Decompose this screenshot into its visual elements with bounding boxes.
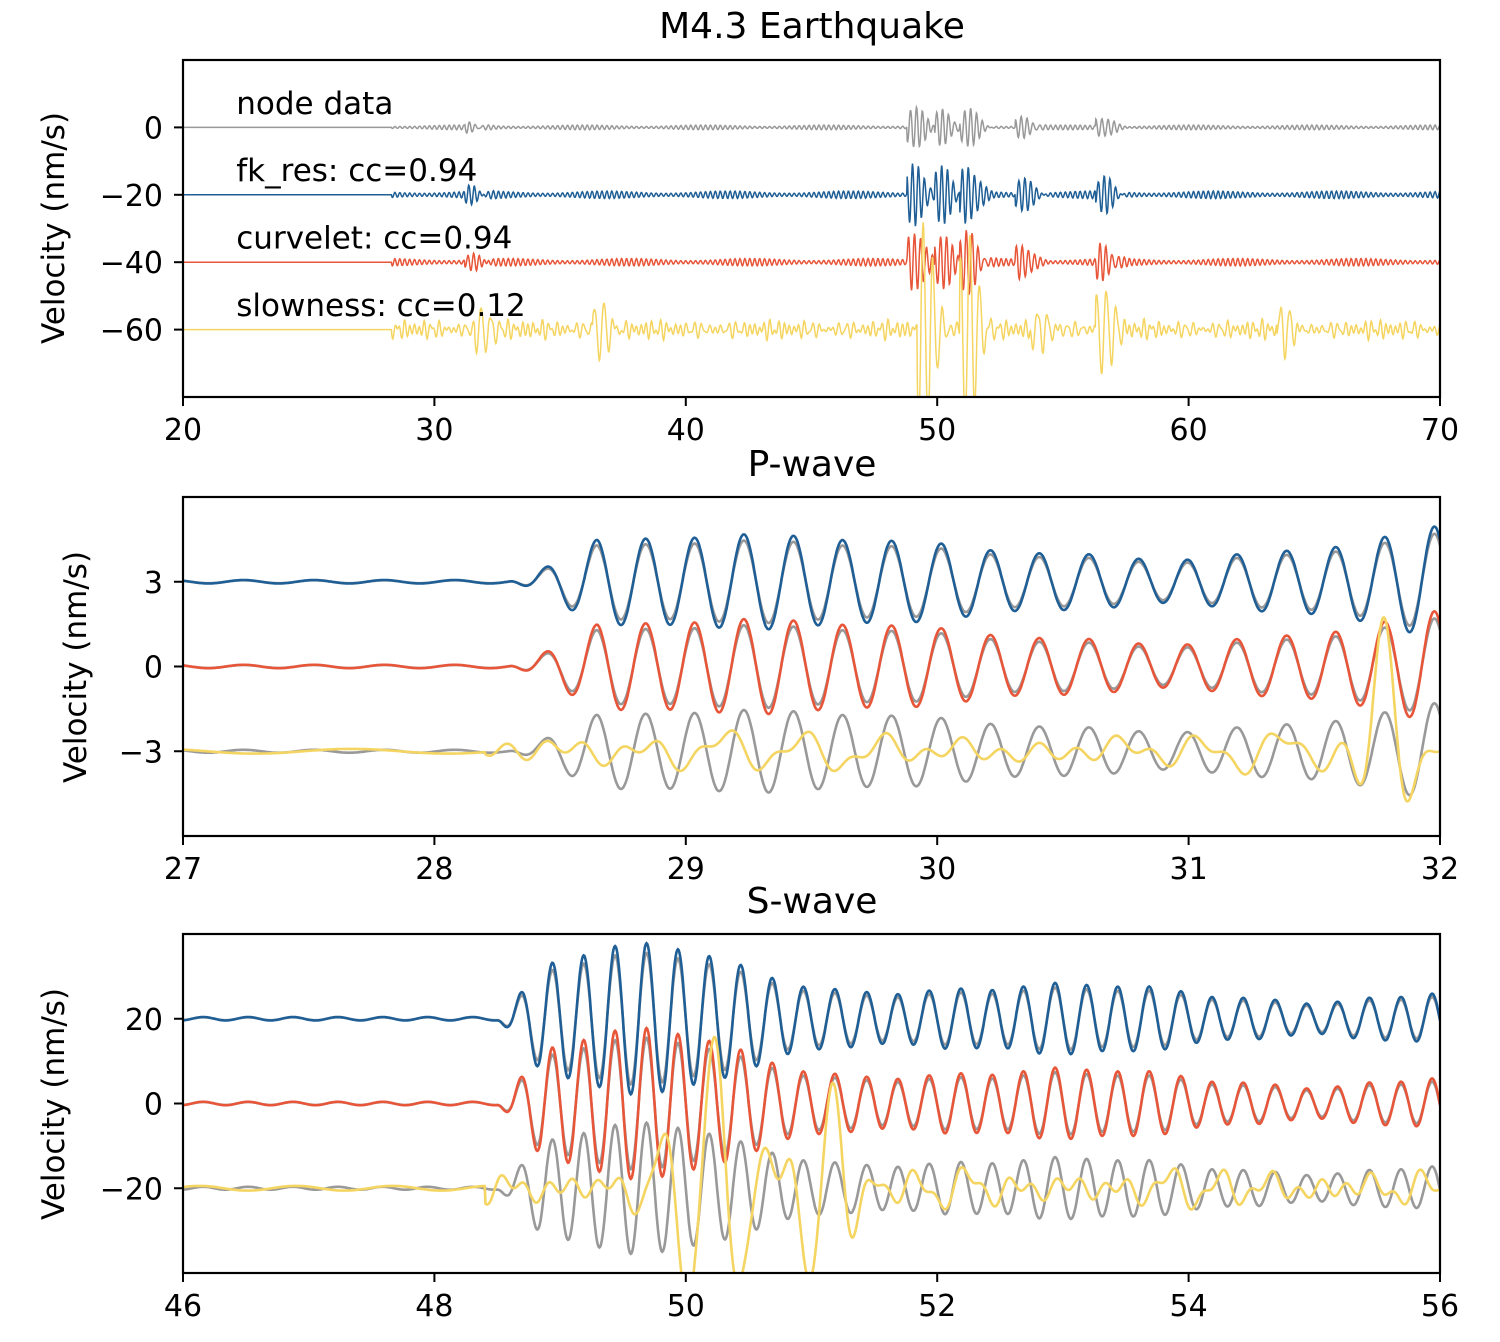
- x-tick-label: 70: [1421, 413, 1459, 448]
- trace-fk_res: [183, 525, 1440, 634]
- y-tick-label: −60: [100, 314, 163, 349]
- x-tick-label: 50: [667, 1289, 705, 1324]
- y-tick-label: −20: [100, 1172, 163, 1207]
- y-axis-label: Velocity (nm/s): [58, 551, 94, 783]
- series-annotation: curvelet: cc=0.94: [236, 221, 512, 257]
- x-tick-label: 27: [164, 852, 202, 887]
- y-tick-label: −20: [100, 179, 163, 214]
- x-tick-label: 56: [1421, 1289, 1459, 1324]
- series-annotation: node data: [236, 86, 393, 122]
- y-tick-label: 0: [144, 651, 163, 686]
- panel-earthquake: M4.3 Earthquake Velocity (nm/s) node dat…: [36, 6, 1459, 448]
- trace-slowness: [183, 616, 1440, 803]
- trace-layer: [183, 941, 1440, 1273]
- annotation-layer: node data fk_res: cc=0.94 curvelet: cc=0.9…: [236, 86, 526, 324]
- x-tick-label: 29: [667, 852, 705, 887]
- trace-slowness: [183, 222, 1440, 397]
- x-tick-label: 30: [918, 852, 956, 887]
- y-tick-label: 3: [144, 566, 163, 601]
- y-tick-label: 0: [144, 111, 163, 146]
- axes-layer: 46 48 50 52 54 56 20 0 −20: [100, 932, 1459, 1324]
- x-tick-label: 52: [918, 1289, 956, 1324]
- y-axis-label: Velocity (nm/s): [36, 988, 72, 1220]
- plot-frame: [181, 58, 1442, 399]
- series-annotation: fk_res: cc=0.94: [236, 153, 477, 189]
- y-tick-label: 0: [144, 1088, 163, 1123]
- x-tick-label: 32: [1421, 852, 1459, 887]
- panel-title: M4.3 Earthquake: [659, 6, 965, 47]
- x-tick-label: 60: [1170, 413, 1208, 448]
- x-tick-label: 46: [164, 1289, 202, 1324]
- panel-title: S-wave: [747, 881, 878, 922]
- x-tick-label: 40: [667, 413, 705, 448]
- y-tick-label: 20: [125, 1003, 163, 1038]
- axes-layer: 20 30 40 50 60 70 0 −20 −40 −60: [100, 58, 1459, 448]
- trace-slowness: [183, 1035, 1440, 1273]
- trace-fk_res: [183, 163, 1440, 227]
- x-tick-label: 48: [415, 1289, 453, 1324]
- x-tick-label: 54: [1170, 1289, 1208, 1324]
- y-axis-label: Velocity (nm/s): [36, 112, 72, 344]
- x-tick-label: 31: [1170, 852, 1208, 887]
- panel-s-wave: S-wave Velocity (nm/s) 46 48 50 52 54 56 20 0 −2…: [36, 881, 1459, 1324]
- trace-layer: [183, 525, 1440, 803]
- x-tick-label: 50: [918, 413, 956, 448]
- trace-curvelet: [183, 1026, 1440, 1181]
- trace-layer: [183, 104, 1440, 397]
- x-tick-label: 28: [415, 852, 453, 887]
- y-tick-label: −40: [100, 246, 163, 281]
- x-tick-label: 20: [164, 413, 202, 448]
- trace-node: [183, 104, 1440, 149]
- series-annotation: slowness: cc=0.12: [236, 288, 526, 324]
- panel-title: P-wave: [748, 444, 877, 485]
- y-tick-label: −3: [119, 735, 163, 770]
- trace-curvelet: [183, 610, 1440, 719]
- x-tick-label: 30: [415, 413, 453, 448]
- trace-fk_res: [183, 941, 1440, 1097]
- trace-curvelet: [183, 230, 1440, 295]
- trace-node-reference: [183, 1120, 1440, 1256]
